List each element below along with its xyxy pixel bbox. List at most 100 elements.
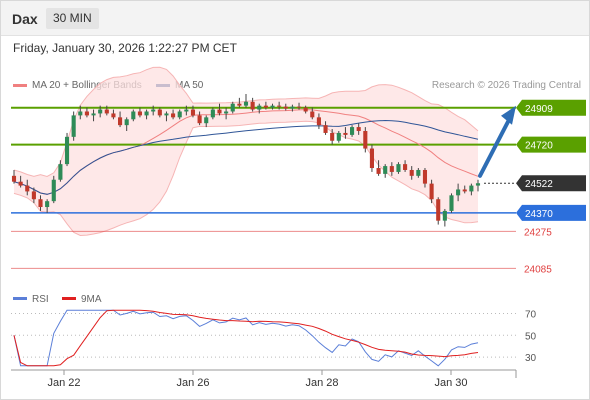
candle [243, 93, 249, 108]
candle-body [416, 169, 421, 176]
candle [177, 109, 182, 120]
candle-body [283, 106, 288, 109]
candle-body [389, 166, 394, 172]
candle-body [243, 101, 249, 106]
candle-body [217, 109, 222, 114]
level-labels-layer: 24909 24720 24522 24370 24275 24085 [516, 99, 586, 275]
candle [84, 107, 89, 118]
candle [389, 162, 394, 176]
candle-body [343, 132, 348, 135]
level-label-2: 24522 [525, 179, 553, 190]
candle [323, 121, 328, 135]
forecast-arrow-shaft [478, 117, 511, 178]
candle [45, 199, 50, 213]
candle-body [124, 119, 129, 126]
candle-body [422, 169, 428, 184]
candles-layer [11, 93, 481, 227]
legend-ma50-label: MA 50 [175, 80, 204, 91]
candle-body [462, 189, 467, 192]
timestamp: Friday, January 30, 2026 1:22:27 PM CET [13, 41, 237, 55]
rsi-tick-70: 70 [525, 309, 537, 320]
candle [197, 111, 202, 126]
candle-body [230, 103, 235, 112]
candle-body [98, 109, 103, 114]
candle [217, 103, 222, 116]
candle-body [303, 107, 308, 112]
x-tick-label: Jan 28 [305, 377, 338, 389]
candle [363, 127, 368, 153]
candle-body [250, 101, 255, 110]
candle-body [396, 164, 401, 172]
candle [184, 105, 189, 116]
candle [403, 160, 408, 172]
candle [230, 101, 235, 114]
candle-body [383, 166, 388, 174]
candle [429, 179, 434, 204]
candle [157, 107, 162, 118]
candle-body [290, 106, 295, 109]
candle [290, 104, 295, 112]
candle [396, 162, 401, 174]
legend-bollinger-label: MA 20 + Bollinger Bands [32, 80, 142, 91]
candle-body [25, 185, 30, 192]
candle [436, 197, 441, 225]
candle [383, 164, 388, 178]
level-tag-bg-2 [516, 175, 586, 192]
legend-swatch-9ma [62, 297, 76, 300]
candle-body [137, 111, 142, 116]
candle-body [190, 109, 196, 116]
candle-body [177, 111, 182, 118]
candle [449, 193, 454, 213]
level-tag-bg-0 [516, 99, 586, 116]
candle-body [111, 113, 116, 118]
candle [310, 107, 315, 120]
candle [263, 101, 268, 110]
candle [224, 107, 229, 120]
instrument-title: Dax [12, 11, 38, 27]
legend-bollinger: MA 20 + Bollinger Bands [13, 80, 142, 92]
candle [469, 183, 474, 196]
candle-body [456, 189, 461, 196]
candle-body [84, 111, 89, 116]
timeframe-button[interactable]: 30 MIN [46, 8, 99, 29]
candle [25, 179, 30, 196]
legend-swatch-rsi [13, 297, 27, 300]
candle-body [330, 132, 335, 141]
candle-body [58, 164, 63, 180]
candle [343, 127, 348, 139]
level-label-5: 24085 [524, 264, 552, 275]
bollinger-band-fill [14, 67, 478, 236]
candle-body [356, 127, 361, 131]
level-tag-bg-1 [516, 136, 586, 153]
candle-body [11, 175, 17, 182]
candle [409, 166, 414, 180]
candle [204, 115, 209, 128]
candle-body [210, 109, 215, 118]
candle [250, 97, 255, 112]
level-tag-3: 24370 [516, 204, 586, 221]
candle [303, 105, 308, 114]
candle [58, 160, 63, 182]
candle-body [376, 168, 381, 174]
candle-body [257, 105, 262, 110]
candle-body [363, 130, 368, 149]
moving-average-layer [13, 109, 479, 195]
candle-body [224, 111, 229, 114]
candle [316, 113, 321, 130]
candle-body [51, 179, 56, 202]
legend-swatch-bollinger [13, 83, 27, 87]
candle [137, 107, 142, 118]
candle [151, 105, 156, 116]
candle [131, 109, 136, 122]
candle [369, 144, 374, 172]
candle-body [184, 109, 189, 112]
level-label-1: 24720 [525, 141, 553, 152]
candle-body [151, 109, 156, 112]
bollinger-band-layer [13, 66, 479, 237]
legend-rsi-label: RSI [32, 294, 49, 305]
candle [64, 132, 70, 167]
candle-body [104, 109, 109, 114]
candle-body [91, 113, 96, 116]
candle-body [369, 148, 374, 169]
